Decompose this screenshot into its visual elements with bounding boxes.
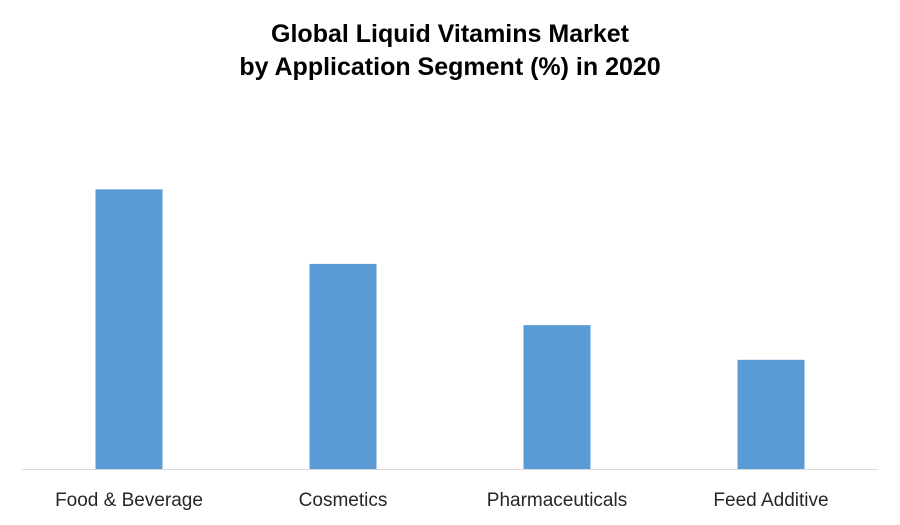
x-tick-label: Pharmaceuticals bbox=[487, 490, 627, 511]
x-tick-label: Feed Additive bbox=[713, 490, 828, 511]
bar-cosmetics bbox=[309, 263, 377, 469]
chart-title-line-1: Global Liquid Vitamins Market bbox=[271, 20, 629, 48]
chart-title-line-2: by Application Segment (%) in 2020 bbox=[239, 53, 661, 81]
x-tick-label: Cosmetics bbox=[299, 490, 388, 511]
x-tick-label: Food & Beverage bbox=[55, 490, 203, 511]
bar-food-beverage bbox=[95, 189, 163, 470]
bar-pharmaceuticals bbox=[523, 325, 591, 469]
bar-feed-additive bbox=[737, 359, 805, 469]
chart-title: Global Liquid Vitamins Market by Applica… bbox=[0, 18, 900, 84]
